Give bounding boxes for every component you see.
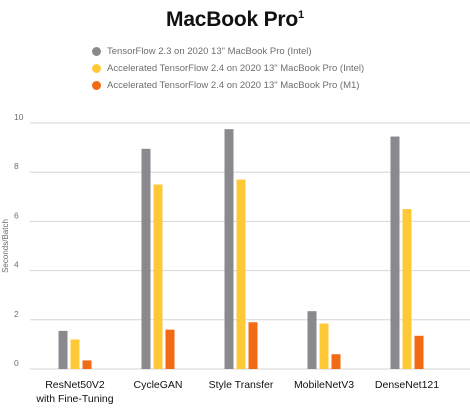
chart-title: MacBook Pro1 [0,8,470,32]
bar-tf24-intel [70,339,80,369]
bar-tf23-intel [224,129,234,369]
legend-label-tf24-intel: Accelerated TensorFlow 2.4 on 2020 13" M… [107,63,365,74]
y-tick-label: 8 [14,161,19,171]
bar-tf23-intel [58,330,68,369]
bar-tf24-intel [402,209,412,369]
legend-dot-yellow [92,64,101,73]
y-tick-label: 6 [14,210,19,220]
x-category-label: with Fine-Tuning [35,393,113,405]
bar-tf24-m1 [414,335,424,369]
y-tick-label: 0 [14,358,19,368]
title-footnote-mark: 1 [298,9,304,21]
bar-tf23-intel [141,148,151,369]
legend-dot-orange [92,81,101,90]
chart-legend: TensorFlow 2.3 on 2020 13" MacBook Pro (… [92,43,364,94]
bar-tf23-intel [390,136,400,369]
chart-title-text: MacBook Pro [166,8,299,31]
bar-tf24-intel [319,323,329,369]
bar-tf24-intel [236,179,246,369]
x-category-label: Style Transfer [209,379,274,391]
y-tick-label: 4 [14,260,19,270]
x-category-label: MobileNetV3 [294,379,354,391]
legend-label-tf23-intel: TensorFlow 2.3 on 2020 13" MacBook Pro (… [107,46,312,57]
legend-label-tf24-m1: Accelerated TensorFlow 2.4 on 2020 13" M… [107,80,360,91]
legend-item-tf24-intel: Accelerated TensorFlow 2.4 on 2020 13" M… [92,60,364,77]
x-category-label: CycleGAN [133,379,182,391]
y-tick-label: 2 [14,309,19,319]
bar-tf24-m1 [248,322,258,369]
legend-item-tf23-intel: TensorFlow 2.3 on 2020 13" MacBook Pro (… [92,43,364,60]
y-tick-label: 10 [14,112,24,122]
bar-tf24-m1 [165,329,175,369]
x-category-label: DenseNet121 [375,379,439,391]
y-axis-label: Seconds/Batch [1,219,10,273]
legend-dot-gray [92,47,101,56]
bar-tf23-intel [307,311,317,369]
bar-tf24-m1 [331,354,341,369]
legend-item-tf24-m1: Accelerated TensorFlow 2.4 on 2020 13" M… [92,77,364,94]
x-category-label: ResNet50V2 [45,379,105,391]
bar-tf24-intel [153,184,163,369]
bar-tf24-m1 [82,360,92,369]
